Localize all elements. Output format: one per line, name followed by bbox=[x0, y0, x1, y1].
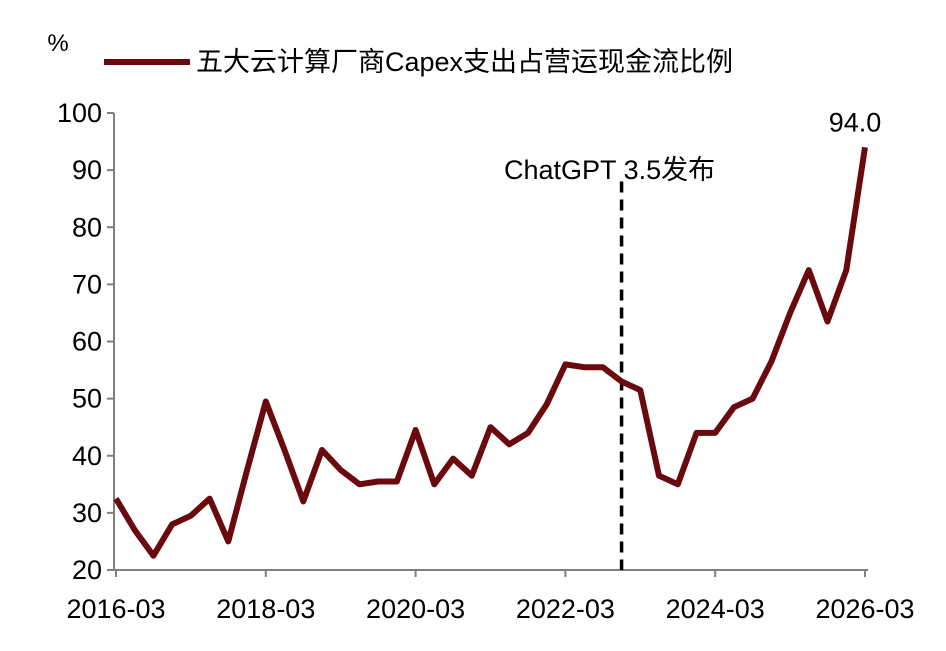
y-tick-label: 100 bbox=[57, 98, 102, 128]
y-axis: 20 30 40 50 60 70 80 90 100 bbox=[57, 98, 115, 585]
x-tick-label: 2018-03 bbox=[216, 594, 315, 624]
y-tick-label: 90 bbox=[72, 155, 102, 185]
series-line bbox=[113, 146, 868, 559]
y-tick-label: 50 bbox=[72, 384, 102, 414]
x-tick-label: 2026-03 bbox=[815, 594, 914, 624]
y-tick-label: 80 bbox=[72, 212, 102, 242]
y-axis-unit: % bbox=[47, 30, 68, 57]
legend-label: 五大云计算厂商Capex支出占营运现金流比例 bbox=[196, 47, 733, 77]
x-axis: 2016-03 2018-03 2020-03 2022-03 2024-03 2026-… bbox=[66, 569, 915, 624]
x-tick-label: 2020-03 bbox=[366, 594, 465, 624]
x-tick-label: 2022-03 bbox=[516, 594, 615, 624]
y-tick-label: 70 bbox=[72, 269, 102, 299]
y-tick-label: 30 bbox=[72, 498, 102, 528]
x-tick-label: 2024-03 bbox=[666, 594, 765, 624]
y-tick-label: 60 bbox=[72, 327, 102, 357]
x-tick-label: 2016-03 bbox=[66, 594, 165, 624]
last-value-label: 94.0 bbox=[829, 107, 882, 137]
legend: 五大云计算厂商Capex支出占营运现金流比例 bbox=[104, 47, 733, 77]
event-marker: ChatGPT 3.5发布 bbox=[504, 155, 715, 570]
chatgpt-annotation: ChatGPT 3.5发布 bbox=[504, 155, 715, 185]
y-tick-label: 20 bbox=[72, 555, 102, 585]
y-tick-label: 40 bbox=[72, 441, 102, 471]
series-layer bbox=[113, 146, 868, 559]
